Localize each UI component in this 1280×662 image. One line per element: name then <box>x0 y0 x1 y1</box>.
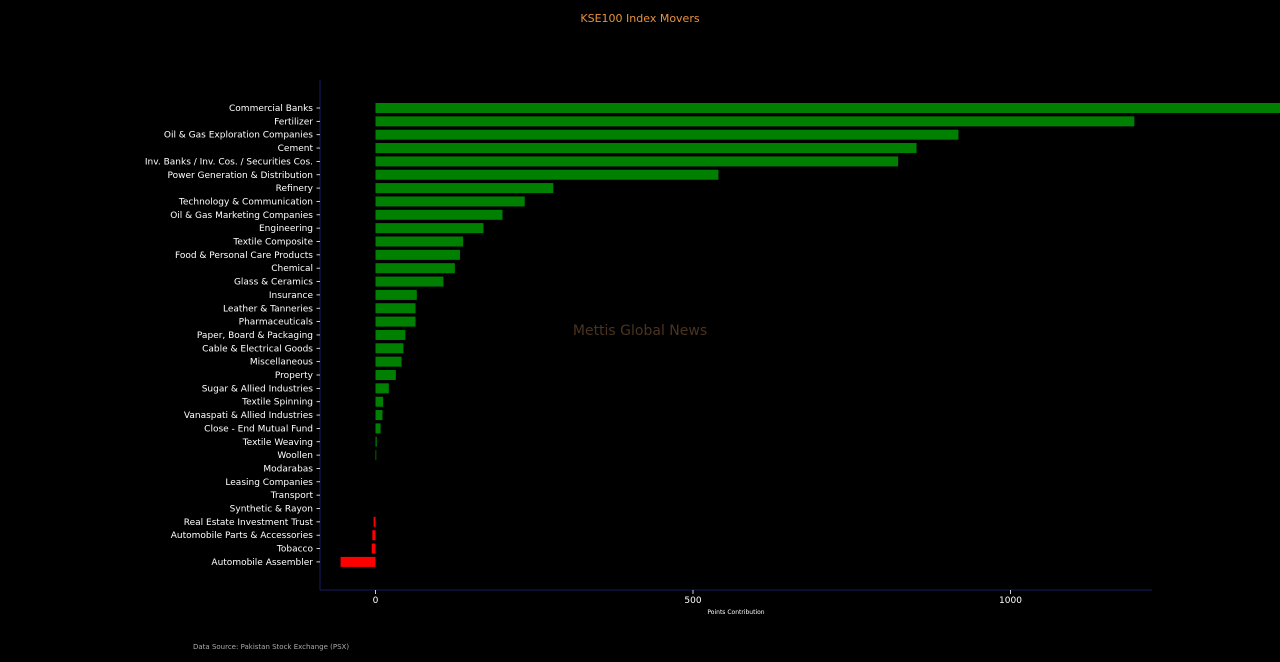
category-label: Vanaspati & Allied Industries <box>184 411 313 421</box>
bar <box>375 436 377 447</box>
bar <box>375 169 719 180</box>
bar <box>375 103 1280 113</box>
chart-title: KSE100 Index Movers <box>580 12 699 25</box>
category-label: Cement <box>278 144 314 154</box>
bar <box>375 223 484 234</box>
bar <box>375 289 417 300</box>
bar <box>340 556 376 567</box>
category-label: Property <box>275 371 314 381</box>
x-axis-label: Points Contribution <box>707 609 764 616</box>
category-label: Automobile Parts & Accessories <box>171 531 314 541</box>
bar <box>375 343 404 354</box>
category-label: Fertilizer <box>274 117 313 127</box>
bar <box>375 143 917 154</box>
bar <box>375 329 406 340</box>
category-label: Miscellaneous <box>250 358 313 368</box>
bar <box>375 236 464 247</box>
category-labels: Commercial Banks Fertilizer Oil & Gas Expl… <box>145 104 320 568</box>
category-label: Leather & Tanneries <box>223 304 313 314</box>
data-source-note: Data Source: Pakistan Stock Exchange (PS… <box>193 643 349 651</box>
bar <box>375 450 377 461</box>
category-label: Modarabas <box>263 464 313 474</box>
category-label: Synthetic & Rayon <box>230 505 313 515</box>
category-label: Oil & Gas Exploration Companies <box>164 131 313 141</box>
category-label: Refinery <box>276 184 314 194</box>
bar <box>375 116 1135 127</box>
category-label: Inv. Banks / Inv. Cos. / Securities Cos. <box>145 157 313 167</box>
bar <box>375 263 455 274</box>
category-label: Textile Composite <box>232 238 313 248</box>
category-label: Transport <box>270 491 314 501</box>
bar <box>375 196 525 207</box>
bar <box>375 249 460 260</box>
category-label: Oil & Gas Marketing Companies <box>170 211 313 221</box>
category-label: Tobacco <box>276 545 314 555</box>
category-label: Chemical <box>271 264 313 274</box>
bar <box>375 410 383 421</box>
category-label: Leasing Companies <box>225 478 313 488</box>
category-label: Engineering <box>259 224 313 234</box>
bar <box>375 383 389 394</box>
category-label: Pharmaceuticals <box>239 318 314 328</box>
category-label: Commercial Banks <box>229 104 313 114</box>
category-label: Real Estate Investment Trust <box>184 518 314 528</box>
bar <box>375 156 899 167</box>
category-label: Paper, Board & Packaging <box>197 331 313 341</box>
bar <box>375 303 416 314</box>
category-label: Close - End Mutual Fund <box>204 424 313 434</box>
category-label: Sugar & Allied Industries <box>202 384 314 394</box>
x-tick-label: 1000 <box>999 596 1022 606</box>
category-label: Cable & Electrical Goods <box>202 344 313 354</box>
bar <box>375 183 554 194</box>
bar <box>375 316 416 327</box>
x-tick-label: 500 <box>684 596 701 606</box>
bar <box>375 370 396 380</box>
watermark: Mettis Global News <box>573 323 707 339</box>
bar <box>375 423 381 434</box>
category-label: Food & Personal Care Products <box>175 251 313 261</box>
bar <box>375 129 959 140</box>
category-label: Glass & Ceramics <box>234 278 313 288</box>
bar <box>375 276 444 287</box>
bar <box>375 356 402 367</box>
bars-group <box>340 103 1280 567</box>
bar <box>375 209 503 220</box>
category-label: Technology & Communication <box>178 197 313 207</box>
category-label: Automobile Assembler <box>211 558 313 568</box>
bar <box>372 530 376 541</box>
x-tick-label: 0 <box>373 596 379 606</box>
x-ticks: 0500100015002000 <box>373 590 1022 606</box>
category-label: Textile Weaving <box>242 438 313 448</box>
bar <box>371 543 376 554</box>
category-label: Textile Spinning <box>241 398 313 408</box>
category-label: Woollen <box>277 451 313 461</box>
bar <box>373 516 376 527</box>
bar <box>375 396 384 407</box>
category-label: Insurance <box>269 291 314 301</box>
category-label: Power Generation & Distribution <box>167 171 313 181</box>
